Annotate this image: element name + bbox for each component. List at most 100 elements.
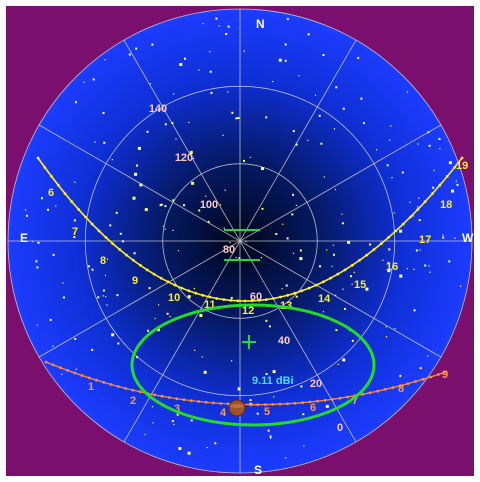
star-field (24, 17, 462, 459)
star (249, 399, 252, 401)
star (179, 63, 183, 66)
sun-track-tick (372, 248, 376, 251)
star (360, 97, 363, 100)
star (307, 33, 310, 36)
star (109, 224, 112, 227)
lower-hour-5: 5 (264, 406, 270, 418)
star (342, 288, 344, 290)
star (193, 157, 195, 159)
star (303, 445, 305, 447)
sun-track-tick (145, 268, 149, 272)
star (218, 25, 220, 27)
sun-track-tick (56, 183, 60, 187)
star (387, 261, 389, 263)
lower-track-tick (414, 380, 417, 383)
lower-track-tick (429, 375, 433, 379)
lower-hour-8: 8 (398, 383, 404, 395)
star (286, 237, 289, 240)
lower-track-tick (301, 401, 304, 405)
star (272, 370, 276, 374)
lower-track-tick (160, 394, 164, 398)
star (52, 345, 54, 347)
sun-track-tick (180, 286, 184, 290)
star (393, 212, 395, 214)
sun-track-tick (401, 222, 405, 226)
star (152, 422, 154, 424)
sun-track-tick (159, 276, 163, 280)
grid-spoke (123, 39, 357, 443)
star (206, 446, 208, 449)
star (52, 253, 55, 256)
star (48, 191, 50, 193)
star (342, 358, 346, 362)
star (442, 234, 444, 236)
star (406, 91, 408, 93)
star (272, 80, 274, 83)
star (418, 197, 420, 199)
star (282, 223, 284, 225)
star (307, 139, 309, 141)
sun-track-tick (77, 208, 80, 211)
star (144, 433, 146, 436)
star (322, 311, 324, 313)
lower-track-tick (219, 402, 223, 405)
star (357, 56, 360, 59)
star (173, 93, 175, 95)
star (151, 406, 154, 408)
star (351, 339, 354, 342)
star (35, 260, 38, 263)
star (334, 188, 336, 191)
star (162, 225, 165, 227)
elevation-label-80: 80 (223, 244, 235, 256)
lower-track-tick (278, 402, 282, 406)
star (387, 269, 391, 273)
beam-footprint[interactable] (130, 303, 376, 427)
star (210, 91, 213, 94)
star (151, 43, 154, 46)
star (284, 59, 287, 62)
lower-track-tick (124, 387, 127, 390)
sun-track-tick (111, 242, 115, 246)
sun-track-tick (423, 200, 427, 204)
beam-center-crosshair (242, 335, 256, 349)
star (332, 244, 334, 246)
sun-track-tick (431, 192, 434, 196)
sun-track-tick (36, 156, 40, 160)
sun-track-tick (243, 299, 247, 303)
star (394, 328, 396, 330)
lower-track-tick (263, 403, 267, 406)
sun-track-tick (416, 208, 420, 211)
star (47, 208, 49, 211)
lower-track-tick (131, 388, 135, 392)
lower-hour-7: 7 (352, 395, 358, 407)
lower-track-tick (212, 401, 215, 405)
star (117, 342, 120, 345)
star (225, 33, 228, 35)
sun-track-tick (173, 283, 177, 287)
star (119, 232, 122, 235)
star (235, 117, 238, 120)
star (365, 287, 369, 291)
sun-hour-19: 19 (456, 160, 468, 172)
star (139, 183, 143, 187)
star (102, 112, 105, 114)
star (73, 219, 76, 222)
sky-view-plot[interactable]: 0 20 40 60 80 100 120 140 N S E W 6 7 8 … (6, 6, 474, 476)
star (429, 271, 431, 273)
lower-track-tick (66, 369, 69, 372)
lower-track-tick (376, 389, 380, 393)
star (171, 122, 174, 124)
lower-track-tick (444, 370, 448, 374)
star (128, 53, 131, 56)
lower-track-tick (204, 400, 208, 404)
sun-track-tick (138, 263, 142, 267)
sun-hour-16: 16 (386, 261, 398, 273)
star (409, 201, 411, 203)
sun-track-tick (329, 276, 332, 280)
star (235, 256, 237, 259)
star (176, 413, 179, 416)
star (265, 116, 268, 119)
sun-track-tick (257, 299, 261, 302)
star (116, 294, 119, 297)
star (273, 396, 275, 398)
